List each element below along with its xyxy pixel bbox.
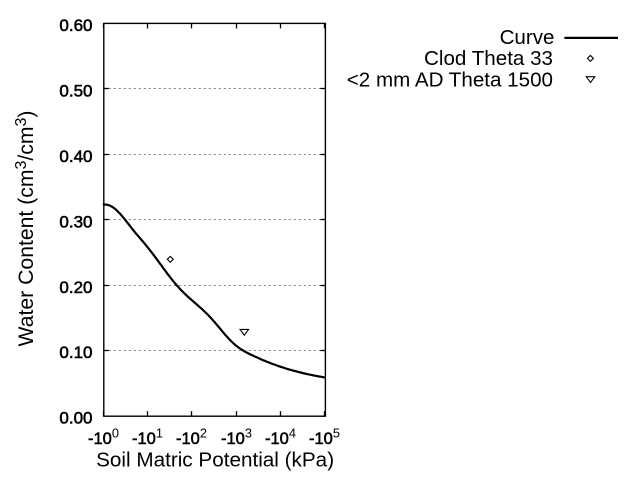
svg-text:<2 mm AD Theta 1500: <2 mm AD Theta 1500: [347, 68, 553, 91]
svg-text:0.00: 0.00: [59, 409, 92, 428]
svg-text:0.60: 0.60: [59, 16, 92, 35]
svg-text:-103: -103: [221, 425, 252, 448]
svg-text:0.20: 0.20: [59, 278, 92, 297]
svg-text:-102: -102: [176, 425, 207, 448]
svg-text:-104: -104: [265, 425, 296, 448]
svg-text:-105: -105: [309, 425, 340, 448]
svg-text:Clod Theta 33: Clod Theta 33: [424, 47, 553, 70]
svg-text:Soil Matric Potential (kPa): Soil Matric Potential (kPa): [96, 449, 334, 472]
svg-text:-101: -101: [132, 425, 163, 448]
svg-text:-100: -100: [88, 425, 119, 448]
svg-text:Water Content (cm3/cm3): Water Content (cm3/cm3): [13, 110, 38, 346]
svg-text:Curve: Curve: [500, 26, 555, 49]
svg-text:0.50: 0.50: [59, 81, 92, 100]
svg-text:0.40: 0.40: [59, 147, 92, 166]
svg-text:0.30: 0.30: [59, 212, 92, 231]
svg-text:0.10: 0.10: [59, 343, 92, 362]
